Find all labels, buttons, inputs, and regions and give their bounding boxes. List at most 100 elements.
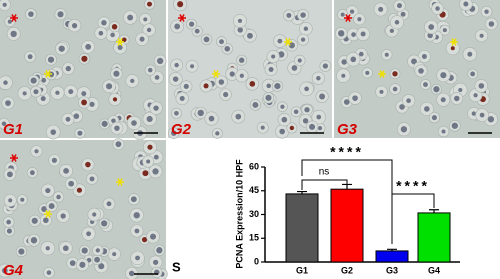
nucleus [115,141,122,148]
nucleus [146,115,153,123]
nucleus [27,54,33,60]
nucleus [471,111,476,116]
nucleus [141,237,148,243]
nucleus [421,54,427,60]
nucleus [45,187,51,194]
nucleus [22,91,27,96]
nucleus [121,37,127,43]
nucleus [174,110,179,116]
nucleus [218,79,225,85]
nucleus [81,99,87,106]
nucleus [156,57,164,65]
nucleus [68,180,75,187]
nucleus [237,18,242,23]
nucleus [440,97,446,103]
nucleus [60,213,66,219]
nucleus [146,159,151,164]
nucleus [143,17,148,22]
nucleus [400,126,408,133]
bar [417,212,451,263]
nucleus [7,19,12,24]
nucleus [30,77,37,84]
nucleus [279,128,285,135]
nucleus [360,31,366,37]
nucleus [101,120,108,127]
nucleus [29,170,35,176]
nucleus [406,98,411,104]
nucleus [153,259,159,265]
nucleus [71,22,78,29]
nucleus [451,122,458,129]
nucleus [113,70,120,77]
panel-label: G4 [3,262,24,279]
nucleus [81,91,87,97]
nucleus [110,32,115,38]
nucleus [473,93,478,98]
nucleus [101,220,108,227]
nucleus [249,81,256,87]
nucleus [271,54,276,59]
nucleus [300,37,306,42]
nucleus [224,46,231,52]
nucleus [479,33,484,38]
nucleus [319,93,326,100]
nucleus [48,203,55,210]
nucleus [153,154,159,160]
nucleus [130,78,135,84]
nucleus [219,39,224,45]
nucleus [55,90,60,95]
nucleus [117,45,123,51]
bracket [391,193,435,244]
nucleus [411,58,417,65]
nucleus [423,82,428,87]
nucleus [389,28,394,33]
nucleus [45,246,50,251]
nucleus [6,228,12,234]
nucleus [95,248,100,253]
nucleus [98,263,105,270]
nucleus [252,101,259,108]
nucleus [433,86,440,93]
nucleus [58,45,65,52]
bracket [301,179,348,190]
nucleus [112,97,118,102]
nucleus [77,130,83,136]
nucleus [215,131,220,136]
nucleus [300,12,306,18]
nucleus [135,255,140,261]
nucleus [106,83,113,90]
nucleus [6,219,11,225]
nucleus [392,71,398,77]
nucleus [487,116,495,123]
nucleus [171,130,177,136]
nucleus [98,30,104,36]
nucleus [266,83,272,89]
asterisk [451,38,457,46]
nucleus [30,237,38,244]
micrograph: G4 [0,138,168,279]
nucleus [352,95,358,101]
bar [375,250,409,263]
nucleus [400,11,406,17]
nucleus [341,59,347,65]
nucleus [139,36,145,42]
nucleus [343,99,350,105]
nucleus [41,77,47,83]
nucleus [79,261,86,268]
error-bar [429,209,439,213]
nucleus [379,89,384,94]
asterisk [45,70,51,78]
asterisk [11,154,17,162]
nucleus [152,168,159,175]
x-tick-label: G4 [428,265,440,275]
error-bar [387,248,397,251]
y-tick-label: 15 [249,233,259,243]
nucleus [81,247,88,254]
nucleus [89,101,95,107]
nucleus [467,51,473,57]
nucleus [281,116,288,123]
nucleus [340,12,345,17]
nucleus [484,9,489,14]
nucleus [316,114,322,120]
